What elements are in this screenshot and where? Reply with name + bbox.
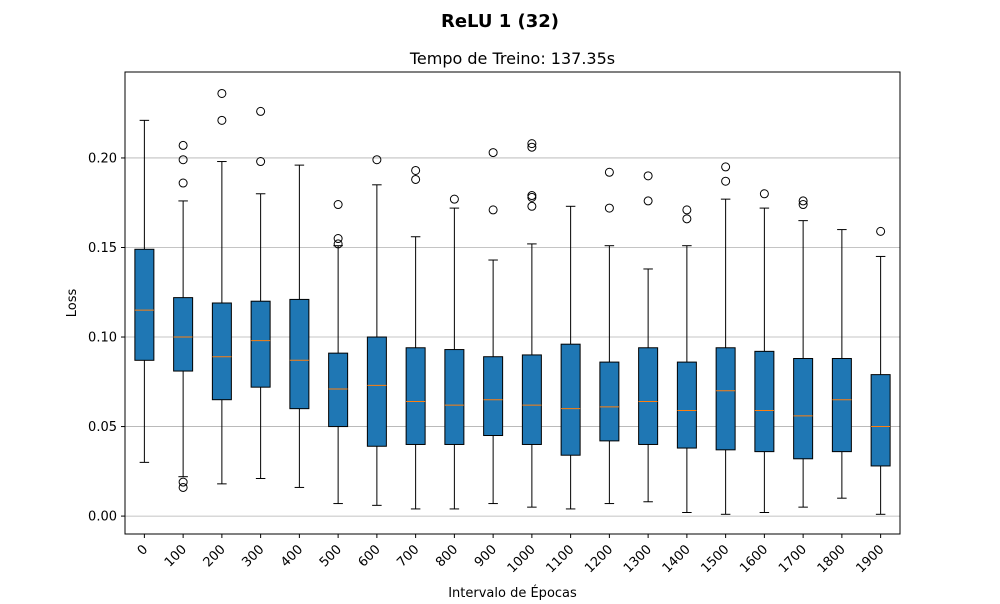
figure-suptitle: ReLU 1 (32) bbox=[441, 11, 559, 32]
y-tick-label: 0.15 bbox=[88, 241, 117, 256]
box-group bbox=[211, 88, 232, 485]
y-tick-label: 0.20 bbox=[88, 151, 117, 166]
outlier-point bbox=[876, 226, 886, 236]
box-group bbox=[366, 155, 387, 506]
y-axis: 0.00 0.05 0.10 0.15 0.20 bbox=[88, 151, 125, 525]
outlier-point bbox=[488, 205, 498, 215]
box-iqr bbox=[715, 347, 736, 451]
box-group bbox=[405, 165, 426, 510]
box-iqr bbox=[754, 350, 775, 453]
box-group bbox=[483, 148, 504, 505]
outlier-point bbox=[798, 196, 808, 206]
outlier-point bbox=[411, 174, 421, 184]
outlier-point bbox=[217, 88, 227, 98]
outlier-point bbox=[527, 139, 537, 149]
box-iqr bbox=[793, 358, 814, 460]
outlier-point bbox=[759, 189, 769, 199]
outlier-point bbox=[527, 201, 537, 211]
outlier-point bbox=[488, 148, 498, 158]
box-iqr bbox=[560, 343, 581, 456]
box-iqr bbox=[444, 349, 465, 445]
box-group bbox=[289, 164, 310, 488]
y-tick-label: 0.00 bbox=[88, 510, 117, 525]
outlier-point bbox=[178, 477, 188, 487]
box-iqr bbox=[328, 352, 349, 428]
box-iqr bbox=[250, 300, 271, 388]
outlier-point bbox=[798, 200, 808, 210]
outlier-point bbox=[682, 214, 692, 224]
outlier-point bbox=[178, 155, 188, 165]
outlier-point bbox=[178, 482, 188, 492]
y-axis-label: Loss bbox=[65, 289, 80, 318]
box-iqr bbox=[638, 347, 659, 445]
box-group bbox=[560, 205, 581, 510]
outlier-point bbox=[178, 178, 188, 188]
box-group bbox=[754, 189, 775, 514]
outlier-point bbox=[604, 203, 614, 213]
chart-title: Tempo de Treino: 137.35s bbox=[409, 49, 615, 68]
box-group bbox=[134, 119, 155, 463]
box-iqr bbox=[211, 302, 232, 401]
box-iqr bbox=[870, 374, 891, 467]
outlier-point bbox=[643, 196, 653, 206]
box-iqr bbox=[676, 361, 697, 449]
box-iqr bbox=[483, 356, 504, 437]
y-tick-label: 0.05 bbox=[88, 420, 117, 435]
box-group bbox=[870, 226, 891, 515]
outlier-point bbox=[643, 171, 653, 181]
box-iqr bbox=[289, 298, 310, 410]
outlier-point bbox=[449, 194, 459, 204]
box-group bbox=[793, 196, 814, 508]
box-group bbox=[173, 140, 194, 492]
box-group bbox=[715, 162, 736, 515]
outlier-point bbox=[217, 115, 227, 125]
box-iqr bbox=[599, 361, 620, 442]
outlier-point bbox=[333, 200, 343, 210]
box-iqr bbox=[366, 336, 387, 447]
x-axis-label: Intervalo de Épocas bbox=[448, 585, 577, 600]
outlier-point bbox=[527, 142, 537, 152]
outlier-point bbox=[721, 176, 731, 186]
box-group bbox=[250, 106, 271, 479]
outlier-point bbox=[721, 162, 731, 172]
outlier-point bbox=[604, 167, 614, 177]
box-iqr bbox=[173, 297, 194, 372]
outlier-point bbox=[178, 140, 188, 150]
box-group bbox=[444, 194, 465, 510]
y-tick-label: 0.10 bbox=[88, 331, 117, 346]
box-group bbox=[831, 229, 852, 499]
box-iqr bbox=[134, 248, 155, 361]
axes-frame bbox=[124, 71, 901, 535]
boxes-layer bbox=[134, 88, 891, 515]
box-iqr bbox=[405, 347, 426, 445]
outlier-point bbox=[682, 205, 692, 215]
box-group bbox=[521, 139, 542, 508]
box-group bbox=[599, 167, 620, 505]
outlier-point bbox=[256, 157, 266, 167]
box-iqr bbox=[521, 354, 542, 445]
outlier-point bbox=[411, 165, 421, 175]
outlier-point bbox=[256, 106, 266, 116]
outlier-point bbox=[372, 155, 382, 165]
box-iqr bbox=[831, 358, 852, 453]
outlier-point bbox=[333, 234, 343, 244]
box-group bbox=[328, 200, 349, 505]
outlier-point bbox=[527, 191, 537, 201]
outlier-point bbox=[333, 239, 343, 249]
box-group bbox=[638, 171, 659, 503]
box-group bbox=[676, 205, 697, 514]
